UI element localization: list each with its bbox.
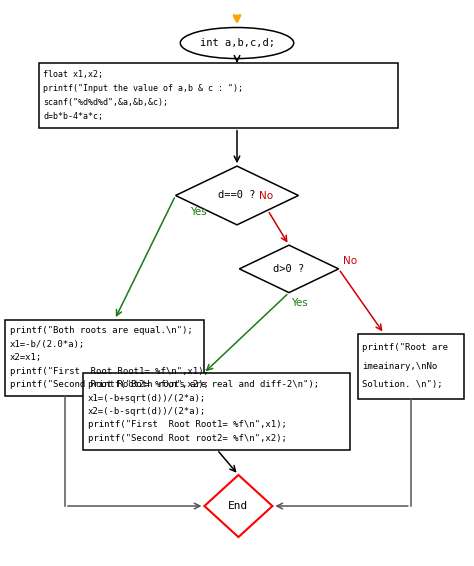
Text: printf("Input the value of a,b & c : ");: printf("Input the value of a,b & c : ");: [43, 84, 243, 93]
Text: Yes: Yes: [292, 298, 308, 308]
Text: d=b*b-4*a*c;: d=b*b-4*a*c;: [43, 112, 103, 121]
Text: printf("First  Root Root1= %f\n",x1);: printf("First Root Root1= %f\n",x1);: [88, 421, 287, 430]
Text: printf("Root are: printf("Root are: [362, 343, 448, 352]
Text: Yes: Yes: [190, 207, 207, 217]
Polygon shape: [204, 475, 273, 537]
Text: printf("First  Root Root1= %f\n",x1);: printf("First Root Root1= %f\n",x1);: [10, 367, 209, 376]
Text: imeainary,\nNo: imeainary,\nNo: [362, 362, 438, 371]
FancyBboxPatch shape: [83, 374, 350, 449]
Text: d==0 ?: d==0 ?: [218, 191, 256, 200]
Text: printf("Both roots are real and diff-2\n");: printf("Both roots are real and diff-2\n…: [88, 380, 319, 389]
Polygon shape: [175, 166, 299, 225]
Text: x2=(-b-sqrt(d))/(2*a);: x2=(-b-sqrt(d))/(2*a);: [88, 407, 206, 416]
Text: printf("Both roots are equal.\n");: printf("Both roots are equal.\n");: [10, 327, 193, 336]
FancyBboxPatch shape: [357, 334, 464, 398]
Text: d>0 ?: d>0 ?: [273, 264, 305, 274]
Text: End: End: [228, 501, 248, 511]
Text: No: No: [258, 191, 273, 201]
FancyBboxPatch shape: [5, 320, 204, 396]
Text: x1=(-b+sqrt(d))/(2*a);: x1=(-b+sqrt(d))/(2*a);: [88, 393, 206, 402]
Text: x1=-b/(2.0*a);: x1=-b/(2.0*a);: [10, 340, 85, 349]
Polygon shape: [239, 245, 338, 293]
Text: Solution. \n");: Solution. \n");: [362, 380, 443, 389]
Text: No: No: [343, 256, 357, 266]
Text: int a,b,c,d;: int a,b,c,d;: [200, 38, 274, 48]
Text: printf("Second Root Root2= %f\n",x2);: printf("Second Root Root2= %f\n",x2);: [10, 380, 209, 389]
Text: float x1,x2;: float x1,x2;: [43, 70, 103, 79]
Text: x2=x1;: x2=x1;: [10, 353, 42, 362]
Text: printf("Second Root root2= %f\n",x2);: printf("Second Root root2= %f\n",x2);: [88, 434, 287, 443]
Ellipse shape: [180, 28, 294, 58]
Text: scanf("%d%d%d",&a,&b,&c);: scanf("%d%d%d",&a,&b,&c);: [43, 98, 168, 107]
FancyBboxPatch shape: [38, 63, 398, 128]
